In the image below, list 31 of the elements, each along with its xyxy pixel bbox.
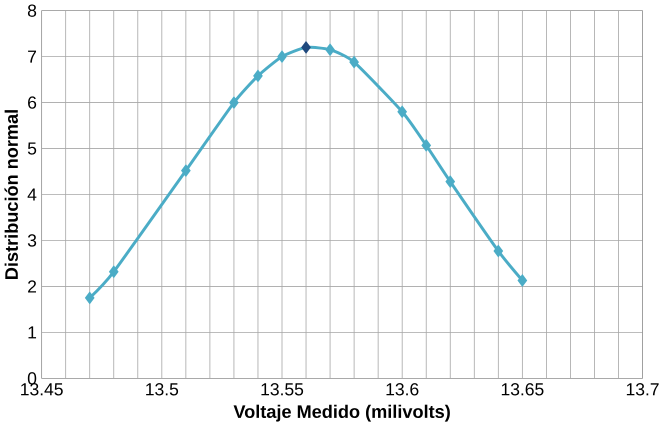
point (518, 274, 528, 287)
y-tick-label: 4 (28, 188, 36, 200)
point (301, 41, 311, 54)
point (181, 164, 191, 177)
point (397, 105, 407, 118)
y-tick-label: 5 (28, 142, 36, 155)
y-tick-label: 6 (28, 96, 36, 109)
point (84, 292, 95, 304)
y-axis-title: Distribución normal (4, 110, 18, 279)
x-tick-label: 13.55 (261, 383, 304, 396)
point (421, 138, 432, 152)
x-tick-label: 13.45 (21, 383, 63, 396)
y-tick-label: 8 (28, 4, 36, 17)
x-tick-label: 13.6 (386, 383, 418, 396)
x-tick-label: 13.7 (626, 383, 659, 396)
x-axis-title: Voltaje Medido (milivolts) (234, 404, 450, 422)
point (325, 43, 335, 56)
y-tick-label: 0 (28, 372, 36, 385)
x-tick-label: 13.65 (502, 383, 544, 396)
point (253, 70, 263, 82)
point (229, 96, 239, 109)
y-tick-label: 1 (28, 326, 36, 338)
point (445, 175, 456, 188)
x-tick-label: 13.5 (146, 383, 178, 396)
y-tick-label: 2 (28, 280, 36, 292)
y-tick-label: 3 (28, 234, 36, 247)
point (349, 56, 359, 68)
point (494, 244, 504, 258)
y-tick-label: 7 (28, 50, 36, 63)
point (277, 50, 287, 63)
point (108, 265, 119, 278)
